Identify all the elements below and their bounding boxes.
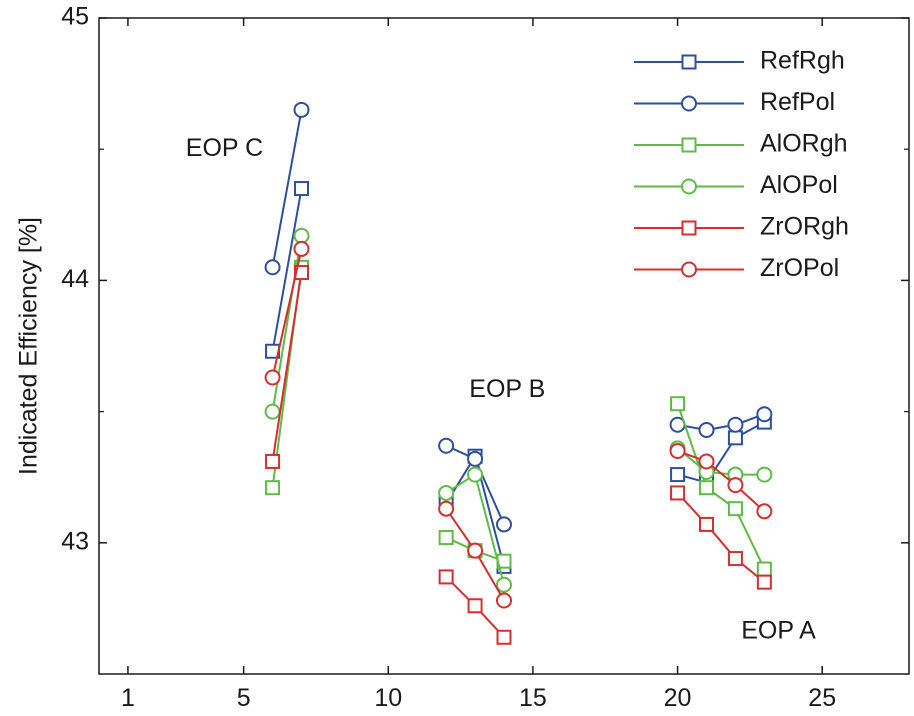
data-point xyxy=(438,569,454,585)
data-point xyxy=(496,629,512,645)
data-point xyxy=(756,503,773,520)
data-point xyxy=(467,542,484,559)
legend-label: ZrORgh xyxy=(760,213,849,241)
legend-item: ZrORgh xyxy=(634,213,849,241)
data-point xyxy=(264,403,281,420)
data-point xyxy=(756,574,772,590)
data-point xyxy=(727,430,743,446)
data-point xyxy=(727,551,743,567)
data-point xyxy=(264,369,281,386)
y-tick-label: 45 xyxy=(61,3,89,31)
data-point xyxy=(670,396,686,412)
data-point xyxy=(438,437,455,454)
series-line xyxy=(677,413,765,431)
legend-label: ZrOPol xyxy=(760,254,839,282)
data-point xyxy=(496,592,512,609)
legend-marker xyxy=(681,261,697,278)
data-point xyxy=(293,240,310,257)
series-layer xyxy=(264,101,773,645)
data-point xyxy=(467,598,483,614)
annotations: EOP C EOP B EOP A xyxy=(186,134,816,645)
plot-area xyxy=(98,17,910,675)
legend-marker xyxy=(681,220,697,236)
data-point xyxy=(727,477,744,494)
data-point xyxy=(438,530,454,546)
data-point xyxy=(265,453,281,469)
annotation: EOP A xyxy=(741,617,816,645)
data-point xyxy=(699,516,714,532)
series-RefPol xyxy=(264,101,773,533)
x-tick-label: 10 xyxy=(374,684,402,712)
series-ZrOPol xyxy=(264,240,773,609)
x-tick-label: 20 xyxy=(664,684,692,712)
series-line xyxy=(676,492,765,583)
x-tick-label: 1 xyxy=(121,684,135,712)
series-line xyxy=(676,403,766,570)
data-point xyxy=(699,480,714,496)
data-point xyxy=(727,501,743,517)
annotation: EOP B xyxy=(469,375,545,403)
legend-label: AlORgh xyxy=(760,130,848,158)
data-point xyxy=(294,265,309,281)
data-point xyxy=(438,500,455,517)
data-point xyxy=(438,484,455,501)
series-line xyxy=(271,109,303,268)
data-point xyxy=(293,101,310,118)
data-point xyxy=(756,561,772,577)
data-point xyxy=(265,480,281,496)
legend-label: AlOPol xyxy=(760,171,838,199)
y-tick-label: 43 xyxy=(61,527,89,555)
y-tick-label: 44 xyxy=(61,265,89,293)
data-point xyxy=(756,406,773,423)
legend-marker xyxy=(681,178,697,195)
legend-marker xyxy=(681,137,697,153)
data-point xyxy=(698,453,715,470)
series-line xyxy=(271,188,303,352)
data-point xyxy=(294,181,309,197)
x-tick-label: 15 xyxy=(519,684,547,712)
series-line xyxy=(271,248,303,378)
data-point xyxy=(727,416,744,433)
data-point xyxy=(670,485,686,501)
annotation: EOP C xyxy=(186,134,263,162)
series-line xyxy=(677,450,766,513)
series-line xyxy=(677,421,765,484)
legend-item: RefRgh xyxy=(634,47,845,75)
legend-item: AlOPol xyxy=(634,171,838,199)
data-point xyxy=(698,421,715,438)
legend-marker xyxy=(681,95,697,112)
legend-label: RefRgh xyxy=(760,47,845,75)
legend-item: RefPol xyxy=(634,88,835,116)
legend-item: ZrOPol xyxy=(634,254,839,282)
y-axis-label: Indicated Efficiency [%] xyxy=(15,217,43,475)
data-point xyxy=(467,466,484,483)
data-point xyxy=(264,259,281,276)
legend: RefRgh RefPol AlORgh AlOPol ZrORgh ZrOPol xyxy=(634,47,849,282)
series-line xyxy=(271,272,303,462)
legend-label: RefPol xyxy=(760,88,835,116)
data-point xyxy=(496,576,512,593)
series-ZrORgh xyxy=(265,265,772,645)
data-point xyxy=(756,466,773,483)
data-point xyxy=(467,450,484,467)
x-tick-label: 25 xyxy=(808,684,836,712)
data-point xyxy=(496,516,512,533)
x-tick-label: 5 xyxy=(237,684,251,712)
data-point xyxy=(669,442,686,459)
legend-marker xyxy=(681,54,697,70)
data-point xyxy=(293,227,310,244)
data-point xyxy=(670,467,686,483)
legend-item: AlORgh xyxy=(634,130,848,158)
